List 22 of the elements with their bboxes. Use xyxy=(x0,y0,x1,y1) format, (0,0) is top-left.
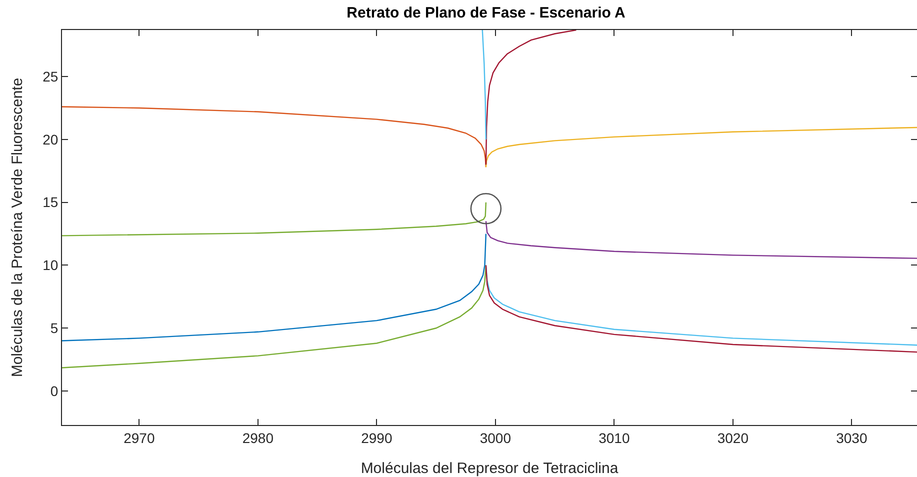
line-series xyxy=(485,126,917,168)
line-series xyxy=(62,233,487,342)
y-tick-label: 5 xyxy=(50,320,58,336)
y-tick-label: 25 xyxy=(42,68,58,84)
x-tick-label: 3030 xyxy=(836,430,868,446)
y-tick-label: 15 xyxy=(42,194,58,210)
x-tick-label: 3010 xyxy=(598,430,630,446)
x-tick-label: 3000 xyxy=(480,430,512,446)
y-tick-label: 0 xyxy=(50,382,58,399)
x-tick-label: 2990 xyxy=(361,430,392,446)
line-series xyxy=(485,30,577,166)
x-tick-label: 2970 xyxy=(124,430,155,446)
x-tick-label: 3020 xyxy=(717,430,749,446)
y-axis-title: Moléculas de la Proteína Verde Fluorescente xyxy=(9,78,26,378)
line-series xyxy=(482,30,487,140)
x-axis-title: Moléculas del Represor de Tetraciclina xyxy=(360,460,619,477)
chart-title: Retrato de Plano de Fase - Escenario A xyxy=(346,4,626,22)
y-tick-label: 10 xyxy=(42,257,58,274)
line-series xyxy=(62,106,487,168)
line-series xyxy=(62,264,487,368)
x-tick-label: 2980 xyxy=(242,430,274,446)
y-tick-label: 20 xyxy=(42,131,58,148)
